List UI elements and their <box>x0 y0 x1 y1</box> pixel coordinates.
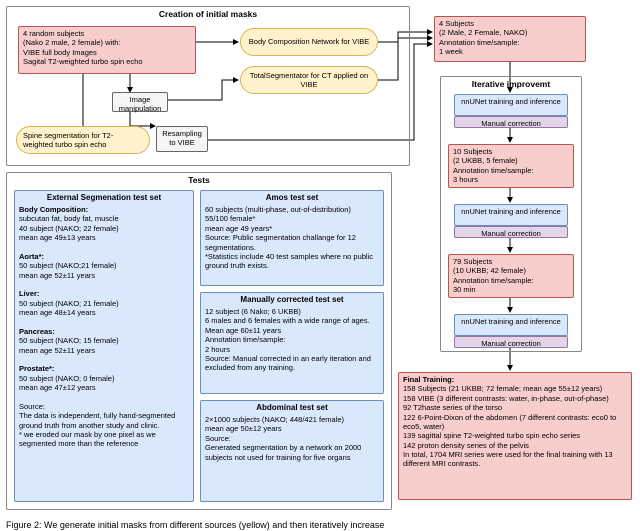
panel-amos: Amos test set 60 subjects (multi-phase, … <box>200 190 384 286</box>
node-spine-seg: Spine segmentation for T2-weighted turbo… <box>16 126 150 154</box>
node-nn3: nnUNet training and inference <box>454 314 568 336</box>
group-creation-title: Creation of initial masks <box>7 9 409 20</box>
node-ten-subjects: 10 Subjects (2 UKBB, 5 female) Annotatio… <box>448 144 574 188</box>
node-mc3: Manual correction <box>454 336 568 348</box>
panel-manual: Manually corrected test set 12 subject (… <box>200 292 384 394</box>
group-iterative-title: Iterative improvemt <box>441 79 581 90</box>
panel-abdominal-title: Abdominal test set <box>205 403 379 413</box>
node-nn2: nnUNet training and inference <box>454 204 568 226</box>
node-four-subjects: 4 Subjects (2 Male, 2 Female, NAKO) Anno… <box>434 16 586 62</box>
panel-external-body: Body Composition:subcutan fat, body fat,… <box>19 205 189 449</box>
node-body-comp-net: Body Composition Network for VIBE <box>240 28 378 56</box>
node-mc2: Manual correction <box>454 226 568 238</box>
panel-external: External Segmenation test set Body Compo… <box>14 190 194 502</box>
panel-external-title: External Segmenation test set <box>19 193 189 203</box>
node-random-subjects: 4 random subjects (Nako 2 male, 2 female… <box>18 26 196 74</box>
panel-abdominal: Abdominal test set 2×1000 subjects (NAKO… <box>200 400 384 502</box>
final-body: 158 Subjects (21 UKBB; 72 female; mean a… <box>403 384 616 468</box>
node-nn1: nnUNet training and inference <box>454 94 568 116</box>
node-final-training: Final Training: 158 Subjects (21 UKBB; 7… <box>398 372 632 500</box>
group-tests-title: Tests <box>7 175 391 186</box>
figure-caption: Figure 2: We generate initial masks from… <box>6 520 634 531</box>
final-title: Final Training: <box>403 375 454 384</box>
panel-abdominal-body: 2×1000 subjects (NAKO; 448/421 female) m… <box>205 415 379 462</box>
panel-amos-body: 60 subjects (multi-phase, out-of-distrib… <box>205 205 379 271</box>
panel-manual-body: 12 subject (6 Nako; 6 UKBB) 6 males and … <box>205 307 379 373</box>
node-image-manip: Image manipulation <box>112 92 168 112</box>
node-resampling: Resampling to VIBE <box>156 126 208 152</box>
node-total-seg: TotalSegmentator for CT applied on VIBE <box>240 66 378 94</box>
node-mc1: Manual correction <box>454 116 568 128</box>
panel-amos-title: Amos test set <box>205 193 379 203</box>
node-seventynine: 79 Subjects (10 UKBB; 42 female) Annotat… <box>448 254 574 298</box>
panel-manual-title: Manually corrected test set <box>205 295 379 305</box>
